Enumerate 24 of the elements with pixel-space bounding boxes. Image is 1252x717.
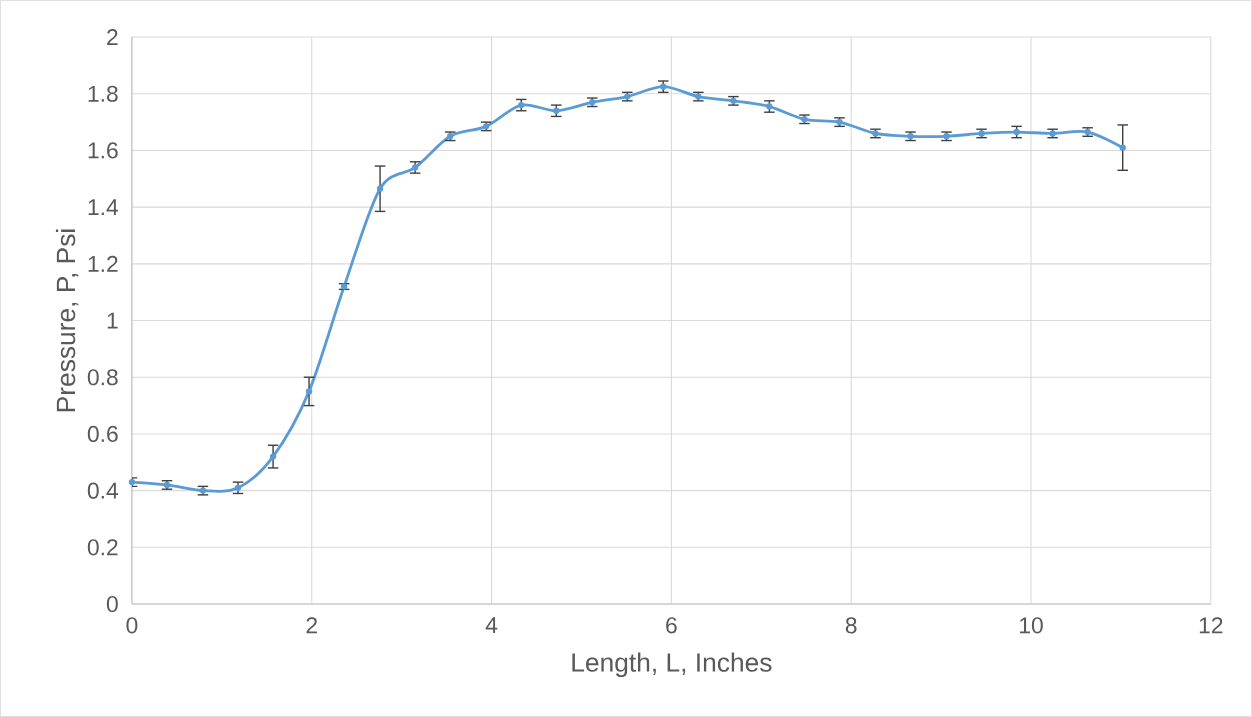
y-tick-label: 0.2 bbox=[87, 539, 118, 556]
y-tick-label: 0.8 bbox=[87, 369, 118, 386]
y-tick-label: 0.4 bbox=[87, 482, 119, 499]
y-tick-label: 1 bbox=[107, 312, 118, 329]
y-tick-label: 0 bbox=[106, 595, 118, 613]
x-axis-title: Length, L, Inches bbox=[572, 652, 772, 678]
y-tick-label: 1.4 bbox=[88, 199, 119, 216]
x-tick-label: 2 bbox=[306, 617, 317, 634]
y-tick-label: 2 bbox=[107, 29, 118, 46]
point bbox=[269, 453, 277, 460]
y-tick-label: 1.8 bbox=[88, 85, 118, 102]
x-tick-label: 8 bbox=[845, 617, 857, 634]
y-tick-label: 1.6 bbox=[88, 142, 118, 159]
y-tick-label: 0.6 bbox=[87, 425, 118, 443]
point bbox=[1119, 144, 1126, 151]
x-tick-label: 10 bbox=[1020, 617, 1043, 634]
x-tick-label: 6 bbox=[666, 617, 677, 634]
point bbox=[376, 185, 384, 192]
y-tick-label: 1.2 bbox=[88, 255, 118, 272]
x-tick-label: 0 bbox=[126, 617, 138, 634]
y-axis-title: Pressure, P, Psi bbox=[55, 229, 79, 412]
x-tick-label: 4 bbox=[485, 617, 498, 633]
point bbox=[305, 388, 313, 395]
x-tick-label: 12 bbox=[1199, 617, 1223, 634]
